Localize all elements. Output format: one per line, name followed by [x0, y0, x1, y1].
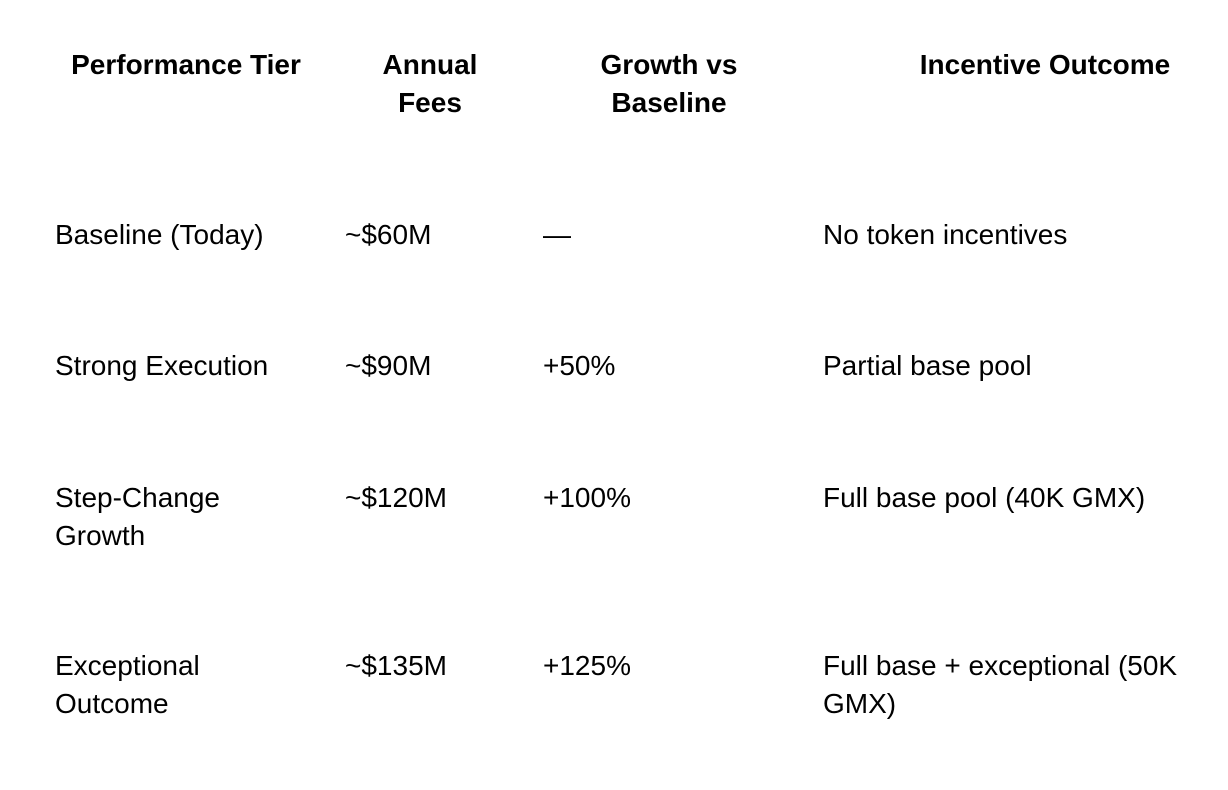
- cell-annual-fees: ~$60M: [345, 219, 432, 250]
- column-header-incentive-outcome: Incentive Outcome: [919, 49, 1171, 80]
- header-row: Performance Tier Annual Fees Growth vs B…: [41, 34, 1228, 204]
- cell-tier: Strong Execution: [55, 350, 269, 381]
- cell-incentive-outcome: Partial base pool: [823, 350, 1032, 381]
- cell-annual-fees: ~$120M: [345, 482, 447, 513]
- cell-growth-vs-baseline: +100%: [543, 482, 631, 513]
- cell-annual-fees: ~$90M: [345, 350, 432, 381]
- cell-tier: Step-Change Growth: [55, 482, 221, 551]
- table-row-exceptional-outcome: Exceptional Outcome ~$135M +125% Full ba…: [41, 635, 1228, 756]
- column-header-growth-vs-baseline: Growth vs Baseline: [600, 49, 738, 118]
- cell-growth-vs-baseline: +50%: [543, 350, 616, 381]
- column-header-annual-fees: Annual Fees: [382, 49, 478, 118]
- cell-incentive-outcome: No token incentives: [823, 219, 1068, 250]
- cell-incentive-outcome: Full base pool (40K GMX): [823, 482, 1146, 513]
- table-row-step-change-growth: Step-Change Growth ~$120M +100% Full bas…: [41, 467, 1228, 635]
- cell-growth-vs-baseline: +125%: [543, 650, 631, 681]
- table-row-baseline: Baseline (Today) ~$60M — No token incent…: [41, 204, 1228, 335]
- cell-tier: Baseline (Today): [55, 219, 264, 250]
- cell-growth-vs-baseline: —: [543, 219, 571, 250]
- column-header-performance-tier: Performance Tier: [71, 49, 301, 80]
- cell-tier: Exceptional Outcome: [55, 650, 200, 719]
- cell-incentive-outcome: Full base + exceptional (50K GMX): [823, 650, 1178, 719]
- table-row-strong-execution: Strong Execution ~$90M +50% Partial base…: [41, 335, 1228, 467]
- performance-incentive-table: Performance Tier Annual Fees Growth vs B…: [41, 34, 1228, 756]
- cell-annual-fees: ~$135M: [345, 650, 447, 681]
